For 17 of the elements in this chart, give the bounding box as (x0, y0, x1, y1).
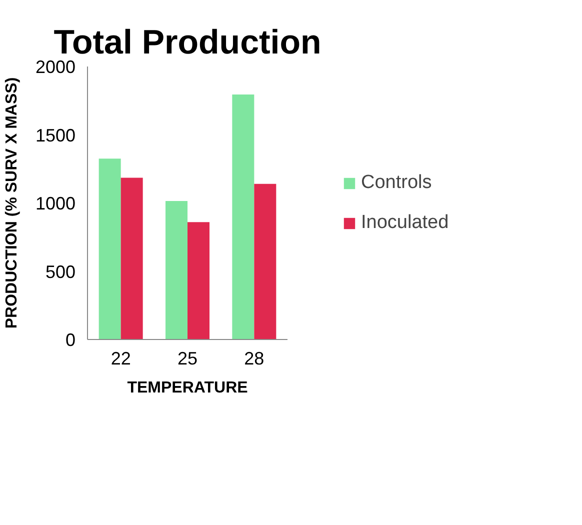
x-tick-label: 22 (110, 348, 131, 368)
legend-label: Controls (361, 172, 432, 194)
bar (232, 94, 254, 340)
y-axis-title: PRODUCTION (% SURV X MASS) (3, 77, 20, 329)
y-tick-label: 1500 (35, 125, 76, 146)
bar (254, 184, 276, 340)
bar (98, 158, 121, 340)
x-tick-label: 25 (177, 348, 198, 368)
x-tick-label: 28 (244, 348, 264, 368)
bar (120, 178, 143, 340)
x-axis-title: TEMPERATURE (127, 380, 248, 396)
y-tick-label: 0 (65, 330, 76, 350)
y-tick-label: 1000 (35, 194, 76, 214)
legend-label: Inoculated (361, 212, 449, 234)
bar (188, 222, 210, 340)
y-tick-label: 500 (45, 262, 76, 282)
bar (166, 200, 188, 340)
